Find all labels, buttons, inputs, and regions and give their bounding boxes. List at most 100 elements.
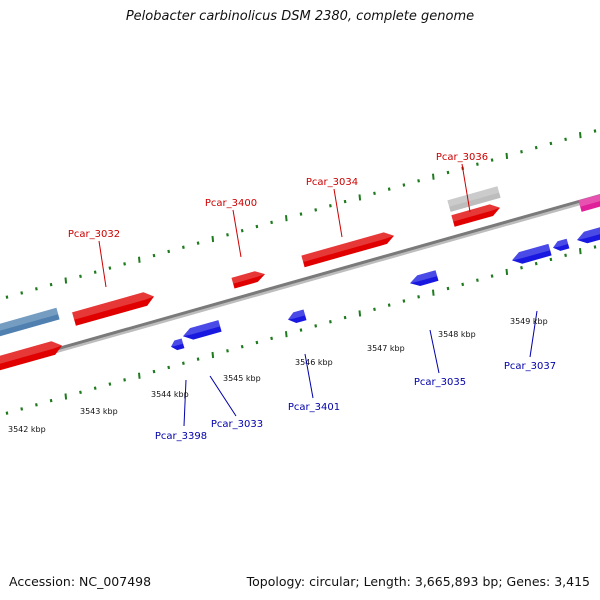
- tick-mark: [329, 204, 332, 208]
- tick-mark: [35, 287, 38, 291]
- kbp-label: 3543 kbp: [80, 407, 118, 416]
- forward-leader: [461, 163, 471, 213]
- tick-mark: [211, 351, 215, 359]
- tick-mark: [182, 361, 185, 365]
- forward-gene-label: Pcar_3032: [68, 229, 120, 240]
- tick-mark: [387, 187, 391, 191]
- tick-mark: [49, 282, 53, 287]
- tick-mark: [446, 170, 450, 175]
- tick-mark: [138, 372, 141, 379]
- tick-mark: [49, 398, 53, 403]
- kbp-label: 3547 kbp: [367, 344, 405, 353]
- tick-mark: [226, 233, 229, 237]
- gene-pcar-3036: [451, 204, 500, 227]
- tick-mark: [520, 266, 523, 270]
- gene-pcar-3398-body: [171, 338, 185, 351]
- tick-mark: [167, 249, 171, 254]
- gene-right-edge: [577, 227, 600, 244]
- tick-mark: [35, 403, 38, 407]
- gene-pcar-3401: [288, 309, 307, 323]
- gene-pcar-3033-highlight: [183, 320, 221, 337]
- kbp-label: 3548 kbp: [438, 330, 476, 339]
- forward-leader: [333, 188, 343, 238]
- tick-mark: [285, 331, 288, 338]
- accession-label: Accession: NC_007498: [9, 574, 152, 589]
- genome-backbone: [0, 193, 600, 367]
- gene-pcar-3037-body: [512, 243, 552, 264]
- genome-summary: Topology: circular; Length: 3,665,893 bp…: [246, 574, 590, 589]
- forward-leader: [232, 209, 242, 258]
- reverse-leader: [304, 353, 314, 399]
- tick-mark: [343, 199, 347, 204]
- gene-pcar-3398-highlight: [171, 338, 184, 347]
- gene-rna-right: [578, 194, 600, 212]
- tick-mark: [240, 228, 244, 233]
- reverse-leader: [209, 375, 237, 417]
- gene-left-forward: [0, 341, 62, 371]
- tick-mark: [520, 150, 523, 154]
- tick-mark: [108, 382, 112, 386]
- tick-mark: [476, 162, 479, 166]
- gene-grey-highlight: [447, 186, 500, 207]
- tick-mark: [270, 220, 273, 225]
- tick-mark: [167, 365, 171, 370]
- tick-mark: [402, 299, 406, 303]
- gene-grey-body: [447, 186, 501, 212]
- reverse-gene-label: Pcar_3398: [155, 431, 207, 442]
- tick-mark: [373, 191, 376, 196]
- tick-mark: [299, 328, 303, 332]
- tick-mark: [461, 282, 465, 287]
- tick-mark: [299, 212, 303, 216]
- lower-tick-track: [5, 245, 597, 415]
- tick-mark: [152, 369, 156, 374]
- tick-mark: [226, 349, 229, 353]
- gene-pcar-3400-highlight: [231, 271, 265, 284]
- gene-pcar-3035-highlight: [410, 270, 438, 284]
- gene-pcar-3401-highlight: [288, 309, 306, 320]
- forward-gene-label: Pcar_3036: [436, 152, 488, 163]
- tick-mark: [579, 132, 582, 139]
- upper-tick-track: [5, 129, 597, 299]
- tick-mark: [373, 307, 376, 312]
- tick-mark: [64, 393, 68, 400]
- reverse-leader: [529, 310, 538, 358]
- backbone-shadow: [0, 195, 600, 370]
- gene-left-forward-highlight: [0, 341, 62, 364]
- gene-pcar-3032-highlight: [72, 292, 154, 320]
- tick-mark: [476, 278, 479, 282]
- gene-pcar-3036-body: [451, 204, 500, 227]
- reverse-leader: [183, 379, 187, 427]
- tick-mark: [534, 145, 538, 150]
- tick-mark: [343, 315, 347, 320]
- tick-mark: [93, 386, 97, 390]
- reverse-gene-label: Pcar_3037: [504, 361, 556, 372]
- gene-pcar-3401-body: [288, 309, 307, 323]
- gene-small-right-highlight: [553, 238, 569, 248]
- gene-pcar-3034: [301, 232, 394, 268]
- kbp-label: 3544 kbp: [151, 390, 189, 399]
- gene-pcar-3398: [171, 338, 185, 351]
- gene-rna-right-highlight: [578, 194, 600, 207]
- tick-mark: [211, 235, 215, 243]
- tick-mark: [285, 215, 288, 222]
- tick-mark: [123, 378, 126, 382]
- tick-mark: [579, 248, 582, 255]
- forward-gene-label: Pcar_3400: [205, 198, 257, 209]
- tick-mark: [240, 344, 244, 349]
- tick-mark: [432, 289, 435, 296]
- gene-left-forward-body: [0, 341, 62, 371]
- tick-mark: [446, 286, 450, 291]
- tick-mark: [549, 141, 553, 146]
- gene-pcar-3037-highlight: [512, 243, 551, 261]
- gene-steel-left: [0, 307, 60, 337]
- tick-mark: [358, 310, 362, 317]
- gene-right-edge-body: [577, 227, 600, 244]
- tick-mark: [5, 295, 9, 299]
- forward-leader: [98, 240, 107, 288]
- tick-mark: [79, 390, 82, 395]
- tick-mark: [564, 253, 567, 258]
- kbp-label: 3542 kbp: [8, 425, 46, 434]
- tick-mark: [329, 320, 332, 324]
- gene-pcar-3036-highlight: [451, 204, 500, 222]
- gene-small-right-body: [553, 238, 570, 251]
